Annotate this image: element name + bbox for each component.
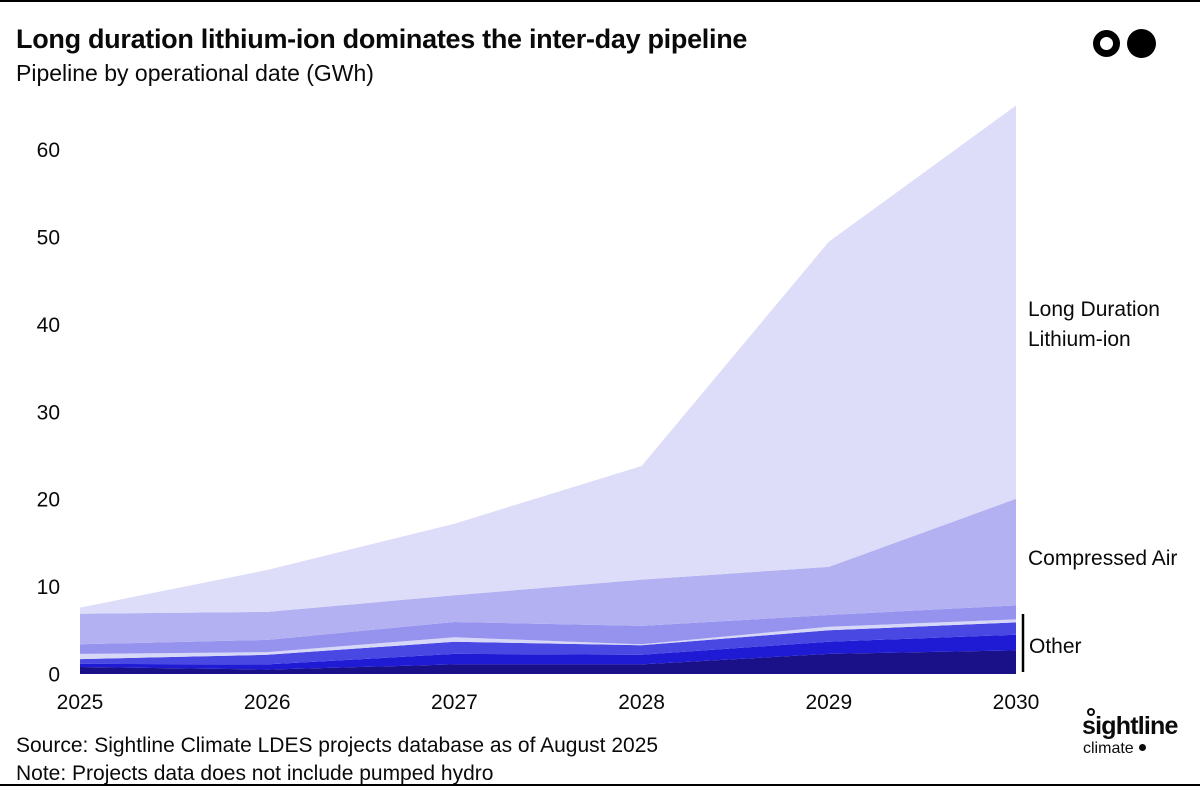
header-brand-mark <box>1093 29 1163 59</box>
x-axis-tick-2030: 2030 <box>993 691 1040 714</box>
series-label-other: Other <box>1029 635 1082 658</box>
x-axis-tick-2029: 2029 <box>805 691 852 714</box>
series-label-line: Lithium-ion <box>1028 328 1131 351</box>
logo-ring-icon <box>1087 708 1095 716</box>
area-other-component-3 <box>80 622 1016 665</box>
note-text: Note: Projects data does not include pum… <box>16 762 494 785</box>
y-axis-tick-30: 30 <box>37 401 60 424</box>
x-axis-tick-2027: 2027 <box>431 691 478 714</box>
x-axis-tick-2025: 2025 <box>57 691 104 714</box>
area-other-component-1 <box>80 650 1016 674</box>
series-label-line: Long Duration <box>1028 298 1160 321</box>
area-other-component-4 <box>80 619 1016 660</box>
page-subtitle: Pipeline by operational date (GWh) <box>16 60 374 86</box>
y-axis-tick-60: 60 <box>37 139 60 162</box>
page-title: Long duration lithium-ion dominates the … <box>16 24 748 54</box>
series-label-long-duration-lithium-ion: Long Duration Lithium-ion <box>1028 295 1160 355</box>
logo-subword: climate <box>1083 740 1134 757</box>
x-axis-tick-2026: 2026 <box>244 691 291 714</box>
y-axis-tick-0: 0 <box>48 664 60 687</box>
sightline-climate-logo: sightline climate <box>1082 706 1192 764</box>
x-axis-tick-2028: 2028 <box>618 691 665 714</box>
y-axis-tick-40: 40 <box>37 314 60 337</box>
area-other-component-5 <box>80 605 1016 654</box>
logo-dot-icon <box>1139 744 1146 751</box>
y-axis-tick-20: 20 <box>37 489 60 512</box>
filled-circle-icon <box>1127 29 1156 58</box>
y-axis-tick-10: 10 <box>37 576 60 599</box>
series-label-compressed-air: Compressed Air <box>1028 547 1178 570</box>
source-text: Source: Sightline Climate LDES projects … <box>16 734 659 757</box>
logo-wordmark: sightline <box>1082 712 1178 740</box>
area-other-component-2 <box>80 634 1016 670</box>
open-circle-icon <box>1093 30 1120 57</box>
area-long-duration-lithium-ion <box>80 105 1016 614</box>
area-compressed-air <box>80 498 1016 645</box>
y-axis-tick-50: 50 <box>37 227 60 250</box>
